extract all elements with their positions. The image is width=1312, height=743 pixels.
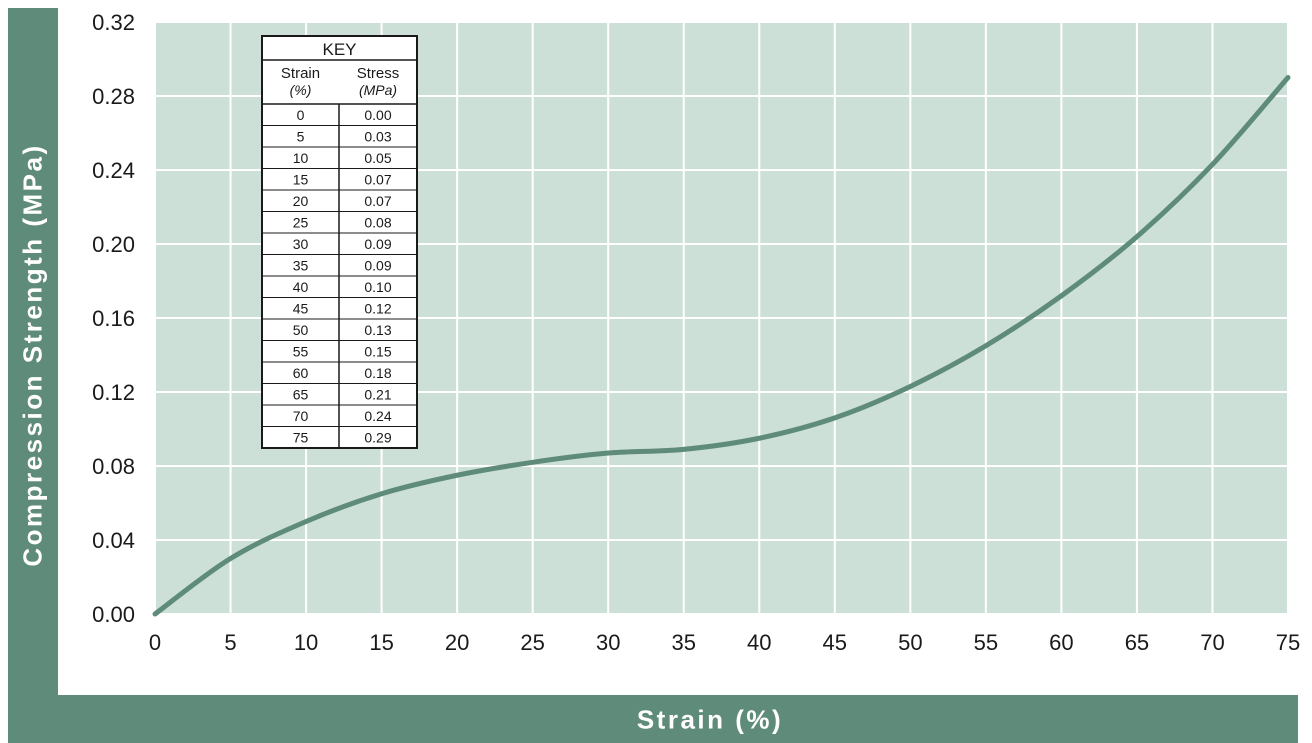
y-tick-label: 0.28 bbox=[92, 84, 135, 109]
key-table-stress-cell: 0.05 bbox=[364, 150, 391, 166]
key-table-strain-cell: 40 bbox=[293, 279, 309, 295]
x-tick-label: 15 bbox=[369, 630, 393, 655]
y-tick-label: 0.04 bbox=[92, 528, 135, 553]
x-axis-label: Strain (%) bbox=[636, 704, 784, 735]
key-table-strain-cell: 60 bbox=[293, 365, 309, 381]
key-table-strain-cell: 25 bbox=[293, 215, 309, 231]
key-table-stress-cell: 0.08 bbox=[364, 215, 391, 231]
y-tick-label: 0.32 bbox=[92, 10, 135, 35]
x-tick-label: 35 bbox=[671, 630, 695, 655]
key-table-strain-cell: 35 bbox=[293, 258, 309, 274]
key-table-strain-cell: 10 bbox=[293, 150, 309, 166]
key-table-stress-cell: 0.15 bbox=[364, 344, 391, 360]
key-table-strain-cell: 5 bbox=[297, 129, 305, 145]
x-tick-label: 50 bbox=[898, 630, 922, 655]
key-table-col1-unit: (%) bbox=[290, 82, 312, 98]
x-tick-label: 65 bbox=[1125, 630, 1149, 655]
x-tick-label: 25 bbox=[520, 630, 544, 655]
x-tick-label: 75 bbox=[1276, 630, 1300, 655]
key-table-strain-cell: 65 bbox=[293, 387, 309, 403]
y-tick-label: 0.20 bbox=[92, 232, 135, 257]
x-axis-label-band bbox=[8, 695, 1298, 743]
x-tick-label: 60 bbox=[1049, 630, 1073, 655]
key-table-strain-cell: 50 bbox=[293, 322, 309, 338]
x-tick-label: 10 bbox=[294, 630, 318, 655]
x-tick-label: 5 bbox=[224, 630, 236, 655]
key-table-stress-cell: 0.24 bbox=[364, 408, 391, 424]
chart-canvas: 0 5 10 15 20 25 30 35 40 45 50 55 60 65 70 75 0.000.040… bbox=[92, 10, 1300, 655]
x-tick-label: 40 bbox=[747, 630, 771, 655]
y-tick-label: 0.12 bbox=[92, 380, 135, 405]
key-table-stress-cell: 0.09 bbox=[364, 236, 391, 252]
key-table-stress-cell: 0.29 bbox=[364, 430, 391, 446]
y-axis-label-band bbox=[8, 8, 58, 743]
y-tick-label: 0.16 bbox=[92, 306, 135, 331]
x-tick-label: 45 bbox=[823, 630, 847, 655]
key-table-stress-cell: 0.10 bbox=[364, 279, 391, 295]
y-tick-label: 0.00 bbox=[92, 602, 135, 627]
key-table-col1-header: Strain bbox=[281, 65, 320, 82]
key-table-stress-cell: 0.03 bbox=[364, 129, 391, 145]
x-tick-label: 70 bbox=[1200, 630, 1224, 655]
key-table-strain-cell: 55 bbox=[293, 344, 309, 360]
y-tick-label: 0.24 bbox=[92, 158, 135, 183]
y-tick-label: 0.08 bbox=[92, 454, 135, 479]
key-table-strain-cell: 75 bbox=[293, 430, 309, 446]
y-axis-label: Compression Strength (MPa) bbox=[17, 143, 48, 567]
x-tick-label: 30 bbox=[596, 630, 620, 655]
key-table-strain-cell: 45 bbox=[293, 301, 309, 317]
key-table-strain-cell: 0 bbox=[297, 107, 305, 123]
key-table-title: KEY bbox=[322, 40, 356, 59]
x-tick-label: 20 bbox=[445, 630, 469, 655]
key-table-stress-cell: 0.18 bbox=[364, 365, 391, 381]
key-table-stress-cell: 0.00 bbox=[364, 107, 391, 123]
key-table-stress-cell: 0.12 bbox=[364, 301, 391, 317]
key-table-stress-cell: 0.13 bbox=[364, 322, 391, 338]
strain-stress-curve bbox=[152, 75, 1291, 617]
key-table-stress-cell: 0.21 bbox=[364, 387, 391, 403]
key-table-stress-cell: 0.07 bbox=[364, 193, 391, 209]
y-tick-labels: 0.00 0.04 0.08 0.12 0.16 0.20 0.24 0.28 0.32 bbox=[92, 10, 135, 627]
x-tick-label: 0 bbox=[149, 630, 161, 655]
key-table-col2-header: Stress bbox=[357, 65, 400, 82]
x-tick-labels: 0 5 10 15 20 25 30 35 40 45 50 55 60 65 70 75 bbox=[149, 630, 1300, 655]
x-tick-label: 55 bbox=[974, 630, 998, 655]
key-table-strain-cell: 20 bbox=[293, 193, 309, 209]
key-table-strain-cell: 70 bbox=[293, 408, 309, 424]
key-table-stress-cell: 0.09 bbox=[364, 258, 391, 274]
key-table-strain-cell: 15 bbox=[293, 172, 309, 188]
key-table-strain-cell: 30 bbox=[293, 236, 309, 252]
key-table-stress-cell: 0.07 bbox=[364, 172, 391, 188]
key-table-col2-unit: (MPa) bbox=[359, 82, 397, 98]
